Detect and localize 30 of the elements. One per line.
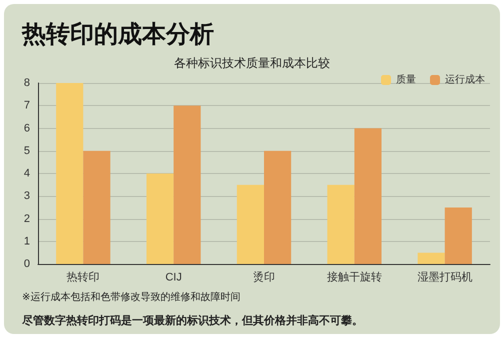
- chart-subtitle: 各种标识技术质量和成本比较: [174, 56, 330, 70]
- bar: [146, 174, 174, 264]
- bar: [83, 150, 110, 264]
- chart-title: 热转印的成本分析: [22, 19, 214, 50]
- x-tick-label: 接触干旋转: [326, 270, 382, 284]
- y-tick-label: 7: [24, 100, 30, 112]
- y-tick-label: 1: [24, 235, 30, 248]
- x-tick-label: CIJ: [165, 272, 182, 284]
- y-tick-label: 3: [24, 190, 30, 202]
- y-tick-label: 5: [24, 144, 30, 157]
- text: 尽管数字热转印打码是一项最新的标识技术，但其价格并非高不可攀。: [22, 313, 363, 328]
- bar: [354, 128, 382, 264]
- bar: [327, 184, 354, 264]
- legend-label: 运行成本: [445, 74, 485, 86]
- bar: [56, 83, 84, 264]
- x-tick-label: 烫印: [253, 270, 275, 284]
- text: ※运行成本包括和色带修改导致的维修和故障时间: [22, 290, 240, 304]
- x-tick-label: 湿墨打码机: [417, 272, 472, 284]
- bar: [444, 207, 472, 264]
- y-tick-label: 8: [24, 77, 30, 89]
- y-tick-label: 4: [24, 168, 30, 180]
- y-tick-label: 0: [24, 258, 30, 270]
- bar: [236, 184, 264, 264]
- y-tick-label: 6: [24, 122, 30, 134]
- x-tick-label: 热转印: [66, 270, 100, 284]
- legend-label: 质量: [396, 74, 416, 86]
- bar: [264, 150, 292, 264]
- bar: [418, 252, 445, 264]
- bar: [174, 106, 201, 264]
- y-tick-label: 2: [24, 212, 30, 225]
